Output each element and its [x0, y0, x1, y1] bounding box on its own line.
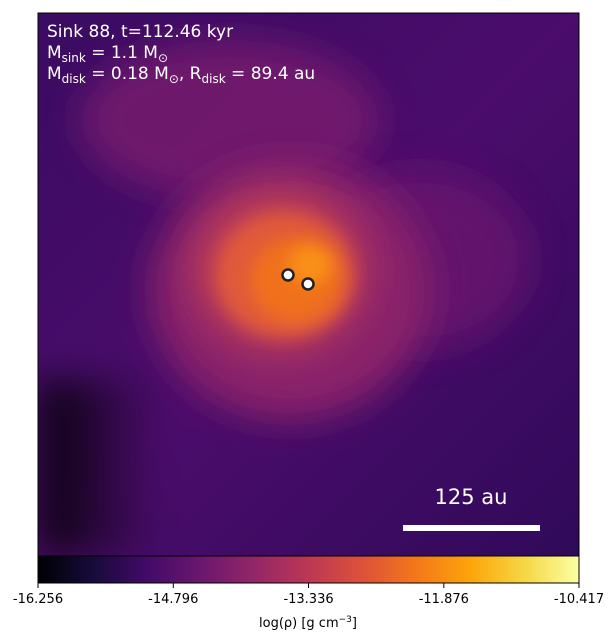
colorbar-tick-label: -13.336: [283, 592, 333, 607]
sink: [281, 268, 295, 282]
scale-bar: [403, 525, 540, 531]
scale-bar-label: 125 au: [435, 485, 508, 509]
colorbar-tick-label: -14.796: [148, 592, 198, 607]
annotation-line: Sink 88, t=112.46 kyr: [47, 22, 233, 42]
annotation-part: M: [47, 43, 62, 63]
annotation-part: disk: [202, 72, 226, 86]
colorbar-label: log(ρ) [g cm−3]: [259, 615, 357, 631]
annotation-line: Msink = 1.1 M⊙: [47, 43, 168, 65]
annotation-part: ⊙: [169, 72, 179, 86]
annotation-part: ⊙: [158, 51, 168, 65]
annotation-part: disk: [62, 72, 86, 86]
annotation-part: sink: [62, 51, 86, 65]
colorbar-tick-label: -16.256: [13, 592, 63, 607]
annotation-line: Mdisk = 0.18 M⊙, Rdisk = 89.4 au: [47, 64, 315, 86]
annotation-part: = 89.4 au: [226, 64, 316, 84]
colorbar-tick-label: -11.876: [419, 592, 469, 607]
sink: [301, 277, 315, 291]
annotation-part: = 1.1 M: [86, 43, 158, 63]
annotation-part: M: [47, 64, 62, 84]
density-map: [38, 13, 579, 556]
annotation-part: Sink 88, t=112.46 kyr: [47, 22, 233, 42]
colorbar-ticks: -16.256 -14.796 -13.336 -11.876 -10.417: [13, 583, 604, 607]
colorbar-tick-label: -10.417: [554, 592, 604, 607]
colorbar: [37, 555, 580, 584]
annotation-part: = 0.18 M: [86, 64, 169, 84]
annotation-part: , R: [179, 64, 202, 84]
